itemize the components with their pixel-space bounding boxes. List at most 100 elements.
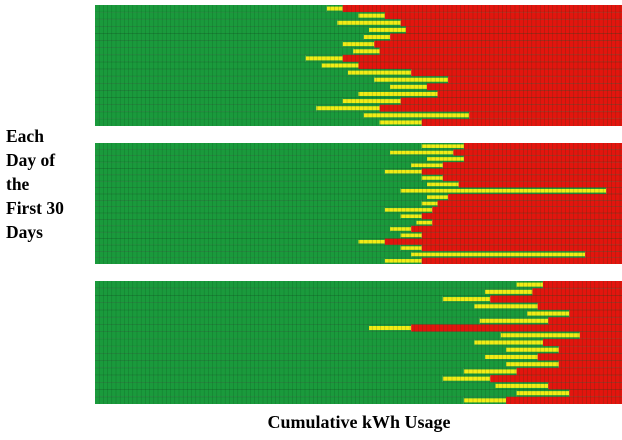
cell-low-panel-2-row-17 xyxy=(95,244,401,252)
cell-low-panel-3-row-16 xyxy=(95,389,517,397)
cell-transition-panel-3-row-5 xyxy=(527,311,570,316)
cell-low-panel-2-row-14 xyxy=(95,225,391,233)
cell-transition-panel-2-row-13 xyxy=(416,220,433,225)
cell-transition-panel-1-row-7 xyxy=(353,49,380,54)
cell-high-panel-3-row-13 xyxy=(516,367,622,376)
cell-transition-panel-1-row-2 xyxy=(358,13,385,18)
cell-high-panel-2-row-7 xyxy=(458,181,622,188)
cell-low-panel-2-row-13 xyxy=(95,219,417,226)
cell-transition-panel-2-row-8 xyxy=(400,188,607,193)
cell-transition-panel-2-row-5 xyxy=(384,169,422,174)
cell-high-panel-3-row-8 xyxy=(579,331,622,339)
cell-high-panel-3-row-3 xyxy=(490,295,622,303)
cell-high-panel-2-row-18 xyxy=(585,251,622,258)
cell-low-panel-1-row-14 xyxy=(95,97,343,105)
cell-high-panel-2-row-10 xyxy=(437,200,622,207)
cell-high-panel-3-row-12 xyxy=(558,360,622,368)
cell-high-panel-2-row-16 xyxy=(384,238,622,245)
cell-high-panel-2-row-3 xyxy=(463,155,622,163)
cell-high-panel-3-row-17 xyxy=(506,396,622,404)
cell-high-panel-2-row-19 xyxy=(421,257,622,264)
y-label-line-2: Day of xyxy=(6,150,56,170)
cell-transition-panel-3-row-14 xyxy=(442,376,491,381)
cell-transition-panel-2-row-10 xyxy=(421,201,438,206)
cell-transition-panel-1-row-14 xyxy=(342,99,401,104)
cell-transition-panel-3-row-11 xyxy=(484,354,538,359)
cell-low-panel-3-row-10 xyxy=(95,346,507,354)
cell-low-panel-3-row-13 xyxy=(95,367,464,376)
cell-high-panel-1-row-5 xyxy=(390,33,622,41)
cell-high-panel-1-row-16 xyxy=(469,111,622,119)
cell-high-panel-1-row-14 xyxy=(400,97,622,105)
cell-high-panel-2-row-14 xyxy=(411,225,622,233)
cell-high-panel-3-row-15 xyxy=(548,382,622,390)
cell-low-panel-1-row-16 xyxy=(95,111,364,119)
cell-high-panel-2-row-8 xyxy=(606,187,622,194)
cell-low-panel-2-row-18 xyxy=(95,251,412,258)
cell-high-panel-3-row-5 xyxy=(569,309,622,318)
heatmap-panel-3 xyxy=(95,281,622,404)
cell-low-panel-2-row-10 xyxy=(95,200,422,207)
cell-transition-panel-2-row-14 xyxy=(390,227,412,231)
cell-high-panel-1-row-11 xyxy=(448,76,622,84)
cell-transition-panel-2-row-1 xyxy=(421,144,464,148)
cell-high-panel-2-row-4 xyxy=(442,162,622,169)
cell-transition-panel-2-row-15 xyxy=(400,233,422,238)
cell-transition-panel-2-row-12 xyxy=(400,214,422,219)
cell-low-panel-3-row-9 xyxy=(95,338,475,347)
cell-transition-panel-1-row-10 xyxy=(347,70,412,75)
cell-high-panel-1-row-15 xyxy=(379,104,622,112)
cell-low-panel-3-row-14 xyxy=(95,375,443,383)
cell-low-panel-2-row-15 xyxy=(95,232,401,239)
cell-high-panel-1-row-7 xyxy=(379,47,622,55)
cell-transition-panel-3-row-7 xyxy=(369,326,412,331)
cell-low-panel-2-row-7 xyxy=(95,181,428,188)
cell-transition-panel-2-row-6 xyxy=(421,176,443,180)
cell-transition-panel-1-row-15 xyxy=(316,106,380,111)
cell-low-panel-1-row-12 xyxy=(95,83,391,91)
cell-high-panel-3-row-1 xyxy=(542,281,622,289)
cell-high-panel-3-row-10 xyxy=(558,346,622,354)
cell-low-panel-2-row-8 xyxy=(95,187,401,194)
cell-high-panel-2-row-17 xyxy=(421,244,622,252)
cell-low-panel-3-row-15 xyxy=(95,382,496,390)
cell-high-panel-2-row-2 xyxy=(453,149,622,156)
cell-transition-panel-3-row-9 xyxy=(474,340,543,345)
cell-transition-panel-1-row-11 xyxy=(374,77,449,82)
cell-low-panel-2-row-11 xyxy=(95,206,385,214)
cell-low-panel-2-row-9 xyxy=(95,193,428,201)
cell-low-panel-1-row-17 xyxy=(95,118,380,126)
cell-low-panel-3-row-8 xyxy=(95,331,501,339)
cell-low-panel-3-row-17 xyxy=(95,396,464,404)
cell-transition-panel-2-row-18 xyxy=(411,252,586,257)
cell-transition-panel-1-row-13 xyxy=(358,91,438,96)
cell-transition-panel-2-row-11 xyxy=(384,208,433,212)
heatmap-panel-2 xyxy=(95,143,622,264)
heatmap-panel-1 xyxy=(95,5,622,126)
cell-transition-panel-3-row-3 xyxy=(442,297,491,302)
cell-transition-panel-2-row-4 xyxy=(411,163,443,168)
cell-low-panel-1-row-11 xyxy=(95,76,375,84)
y-label-line-1: Each xyxy=(6,126,44,146)
cell-low-panel-1-row-9 xyxy=(95,61,322,70)
cell-high-panel-1-row-3 xyxy=(400,19,622,27)
cell-high-panel-3-row-2 xyxy=(532,288,622,296)
cell-high-panel-3-row-14 xyxy=(490,375,622,383)
cell-high-panel-2-row-1 xyxy=(463,143,622,150)
cell-high-panel-2-row-15 xyxy=(421,232,622,239)
cell-low-panel-2-row-2 xyxy=(95,149,391,156)
cell-high-panel-1-row-2 xyxy=(384,12,622,20)
cell-transition-panel-3-row-4 xyxy=(474,304,538,309)
cell-low-panel-1-row-6 xyxy=(95,40,343,48)
x-axis-label: Cumulative kWh Usage xyxy=(267,412,451,432)
cell-low-panel-3-row-4 xyxy=(95,302,475,310)
cell-low-panel-2-row-12 xyxy=(95,213,401,220)
cell-high-panel-2-row-12 xyxy=(421,213,622,220)
cell-transition-panel-1-row-16 xyxy=(363,113,470,118)
cell-low-panel-3-row-12 xyxy=(95,360,507,368)
cell-transition-panel-3-row-16 xyxy=(516,391,570,396)
cell-transition-panel-2-row-7 xyxy=(427,182,459,187)
cell-low-panel-1-row-7 xyxy=(95,47,354,55)
cell-low-panel-1-row-5 xyxy=(95,33,364,41)
